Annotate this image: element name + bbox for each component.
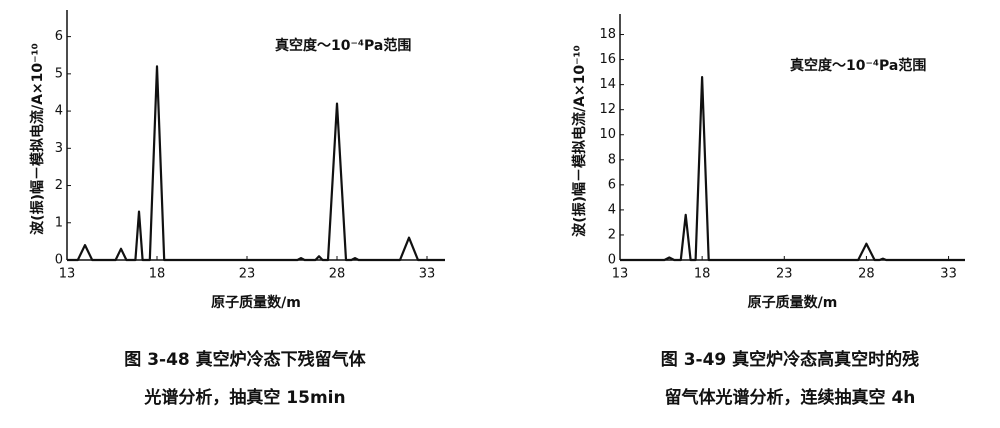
y-tick-label: 0 bbox=[608, 253, 616, 268]
y-tick-label: 14 bbox=[599, 77, 616, 92]
x-tick-label: 28 bbox=[858, 267, 875, 282]
y-tick-label: 5 bbox=[55, 66, 63, 81]
x-tick-label: 13 bbox=[612, 267, 629, 282]
x-axis-label: 原子质量数/m bbox=[748, 294, 838, 311]
caption: 光谱分析，抽真空 15min bbox=[143, 387, 345, 408]
x-tick-label: 13 bbox=[59, 267, 76, 282]
spectrum-line bbox=[67, 65, 445, 262]
y-tick-label: 4 bbox=[608, 202, 616, 217]
y-tick-label: 18 bbox=[599, 27, 616, 42]
y-tick-label: 4 bbox=[55, 104, 63, 119]
x-tick-label: 18 bbox=[149, 267, 166, 282]
y-tick-label: 2 bbox=[608, 227, 616, 242]
y-tick-label: 2 bbox=[55, 178, 63, 193]
annotation: 真空度～10⁻⁴Pa范围 bbox=[790, 57, 926, 74]
y-tick-label: 6 bbox=[55, 29, 63, 44]
y-tick-label: 6 bbox=[608, 177, 616, 192]
y-tick-label: 16 bbox=[599, 52, 616, 67]
y-axis-label: 波(振)幅－模拟电流/A×10⁻¹⁰ bbox=[29, 43, 46, 235]
y-tick-label: 0 bbox=[55, 253, 63, 268]
x-tick-label: 28 bbox=[329, 267, 346, 282]
y-tick-label: 10 bbox=[599, 127, 616, 142]
spectrum-line bbox=[620, 76, 965, 262]
x-tick-label: 18 bbox=[694, 267, 711, 282]
y-tick-label: 12 bbox=[599, 102, 616, 117]
x-tick-label: 23 bbox=[239, 267, 256, 282]
y-tick-label: 8 bbox=[608, 152, 616, 167]
x-axis-label: 原子质量数/m bbox=[211, 294, 301, 311]
caption: 图 3-48 真空炉冷态下残留气体 bbox=[124, 349, 366, 370]
caption: 图 3-49 真空炉冷态高真空时的残 bbox=[661, 349, 919, 370]
x-tick-label: 23 bbox=[776, 267, 793, 282]
annotation: 真空度～10⁻⁴Pa范围 bbox=[275, 37, 411, 54]
caption: 留气体光谱分析，连续抽真空 4h bbox=[665, 387, 916, 408]
x-tick-label: 33 bbox=[940, 267, 957, 282]
y-tick-label: 1 bbox=[55, 215, 63, 230]
y-axis-label: 波(振)幅－模拟电流/A×10⁻¹⁰ bbox=[571, 45, 588, 237]
y-tick-label: 3 bbox=[55, 141, 63, 156]
x-tick-label: 33 bbox=[419, 267, 436, 282]
